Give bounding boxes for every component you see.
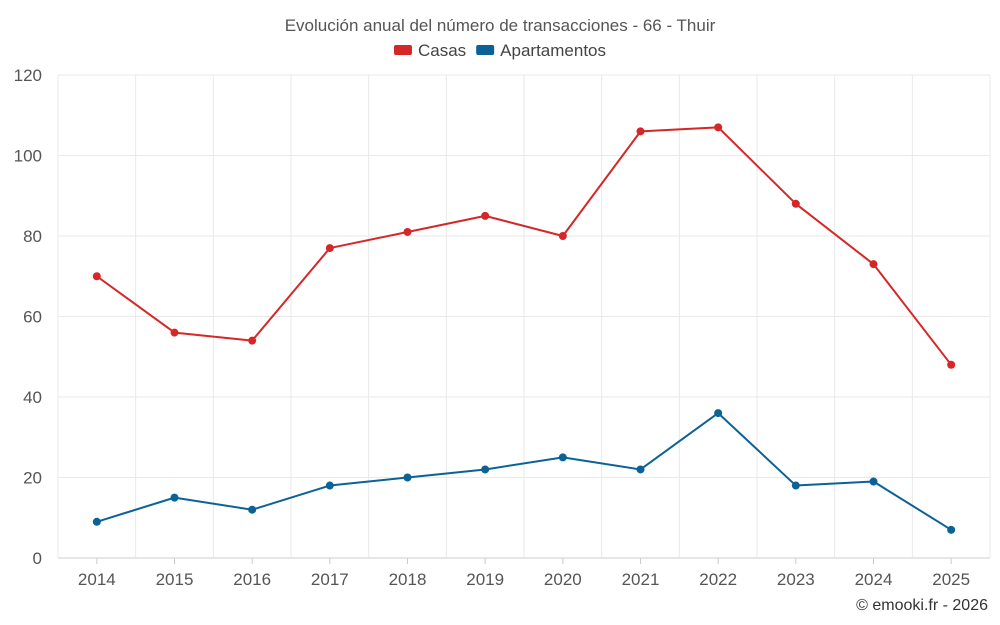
data-point-casas[interactable]	[92, 272, 101, 281]
chart-title: Evolución anual del número de transaccio…	[285, 16, 716, 35]
legend-item-casas[interactable]: Casas	[393, 41, 466, 60]
legend-label: Apartamentos	[500, 41, 606, 60]
x-tick-label: 2014	[78, 570, 116, 589]
data-point-apartamentos[interactable]	[558, 453, 567, 462]
y-tick-label: 120	[14, 66, 42, 85]
legend-label: Casas	[418, 41, 466, 60]
x-tick-label: 2016	[233, 570, 271, 589]
data-point-apartamentos[interactable]	[481, 465, 490, 474]
data-point-casas[interactable]	[636, 127, 645, 136]
data-point-apartamentos[interactable]	[869, 477, 878, 486]
x-tick-label: 2023	[777, 570, 815, 589]
data-point-apartamentos[interactable]	[636, 465, 645, 474]
x-tick-label: 2015	[156, 570, 194, 589]
x-tick-label: 2017	[311, 570, 349, 589]
data-point-apartamentos[interactable]	[92, 517, 101, 526]
data-point-casas[interactable]	[481, 211, 490, 220]
x-tick-label: 2024	[855, 570, 893, 589]
legend-item-apartamentos[interactable]: Apartamentos	[476, 41, 606, 60]
y-tick-label: 20	[23, 469, 42, 488]
data-point-casas[interactable]	[869, 260, 878, 269]
y-tick-label: 80	[23, 227, 42, 246]
data-point-apartamentos[interactable]	[791, 481, 800, 490]
series-line-casas	[96, 126, 952, 366]
y-tick-label: 100	[14, 147, 42, 166]
data-point-casas[interactable]	[714, 123, 723, 132]
data-point-casas[interactable]	[325, 244, 334, 253]
data-point-apartamentos[interactable]	[170, 493, 179, 502]
x-tick-label: 2021	[622, 570, 660, 589]
x-tick-label: 2025	[932, 570, 970, 589]
x-tick-label: 2018	[389, 570, 427, 589]
series-line-apartamentos	[96, 412, 952, 531]
x-axis: 2014 2015 2016 2017 2018 2019 2020 2021 2022 2023…	[78, 558, 970, 589]
data-point-casas[interactable]	[558, 232, 567, 240]
y-tick-label: 0	[33, 549, 42, 568]
series-group	[92, 123, 956, 534]
data-point-apartamentos[interactable]	[714, 409, 723, 418]
legend-swatch	[393, 45, 412, 55]
data-point-casas[interactable]	[791, 199, 800, 208]
y-tick-label: 40	[23, 388, 42, 407]
data-point-apartamentos[interactable]	[403, 473, 412, 482]
data-point-casas[interactable]	[403, 227, 412, 236]
y-axis: 0 20 40 60 80 100 120	[14, 66, 42, 568]
data-point-casas[interactable]	[248, 336, 257, 345]
data-point-casas[interactable]	[170, 328, 179, 337]
grid-lines	[57, 74, 991, 559]
y-tick-label: 60	[23, 308, 42, 327]
data-point-casas[interactable]	[947, 360, 956, 369]
x-tick-label: 2020	[544, 570, 582, 589]
x-tick-label: 2022	[699, 570, 737, 589]
legend-swatch	[476, 45, 495, 55]
credit-text: © emooki.fr - 2026	[856, 597, 988, 614]
data-point-apartamentos[interactable]	[325, 481, 334, 490]
x-tick-label: 2019	[466, 570, 504, 589]
data-point-apartamentos[interactable]	[248, 505, 257, 514]
data-point-apartamentos[interactable]	[947, 525, 956, 534]
legend[interactable]: Casas Apartamentos	[393, 41, 606, 60]
